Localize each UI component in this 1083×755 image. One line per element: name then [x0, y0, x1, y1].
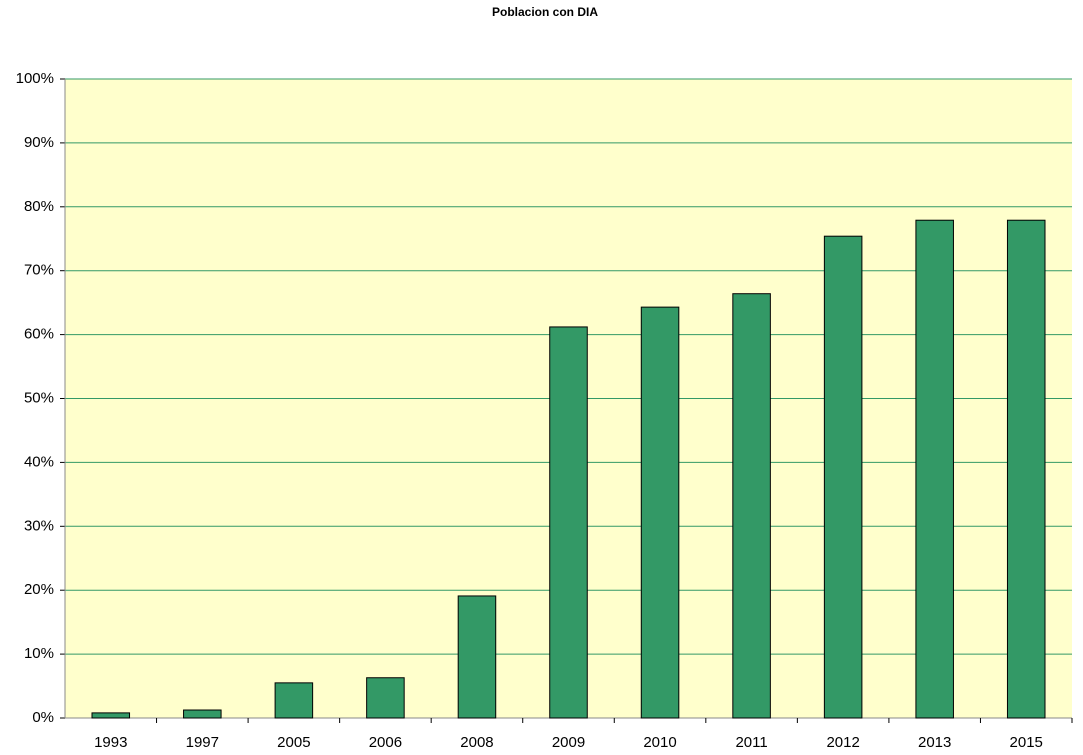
bar [183, 709, 222, 719]
x-tick-label: 2012 [826, 734, 859, 751]
y-tick-label: 70% [24, 262, 54, 279]
y-tick-label: 50% [24, 389, 54, 406]
y-tick-label: 90% [24, 134, 54, 151]
bar [549, 326, 588, 719]
bar [915, 219, 954, 719]
x-tick-label: 2005 [277, 734, 310, 751]
x-tick-label: 1997 [186, 734, 219, 751]
chart-title: Poblacion con DIA [492, 5, 598, 19]
bar [91, 712, 131, 719]
x-tick-label: 2013 [918, 734, 951, 751]
bar [366, 677, 405, 719]
x-tick-label: 2006 [369, 734, 402, 751]
x-tick-label: 2009 [552, 734, 585, 751]
x-tick-label: 2011 [735, 734, 767, 751]
bar [274, 682, 314, 719]
bar [1006, 219, 1046, 719]
bar [823, 235, 863, 719]
y-tick-label: 10% [24, 645, 54, 662]
y-tick-label: 30% [24, 517, 54, 534]
y-tick-label: 80% [24, 198, 54, 215]
bar [640, 306, 680, 719]
x-tick-label: 1993 [94, 734, 127, 751]
x-tick-label: 2015 [1010, 734, 1043, 751]
y-tick-label: 0% [32, 709, 54, 726]
y-tick-label: 100% [16, 70, 54, 87]
y-tick-label: 40% [24, 453, 54, 470]
x-tick-label: 2008 [460, 734, 493, 751]
bar [732, 293, 771, 719]
y-tick-label: 60% [24, 326, 54, 343]
x-tick-label: 2010 [643, 734, 676, 751]
y-tick-label: 20% [24, 581, 54, 598]
bar [457, 595, 497, 719]
